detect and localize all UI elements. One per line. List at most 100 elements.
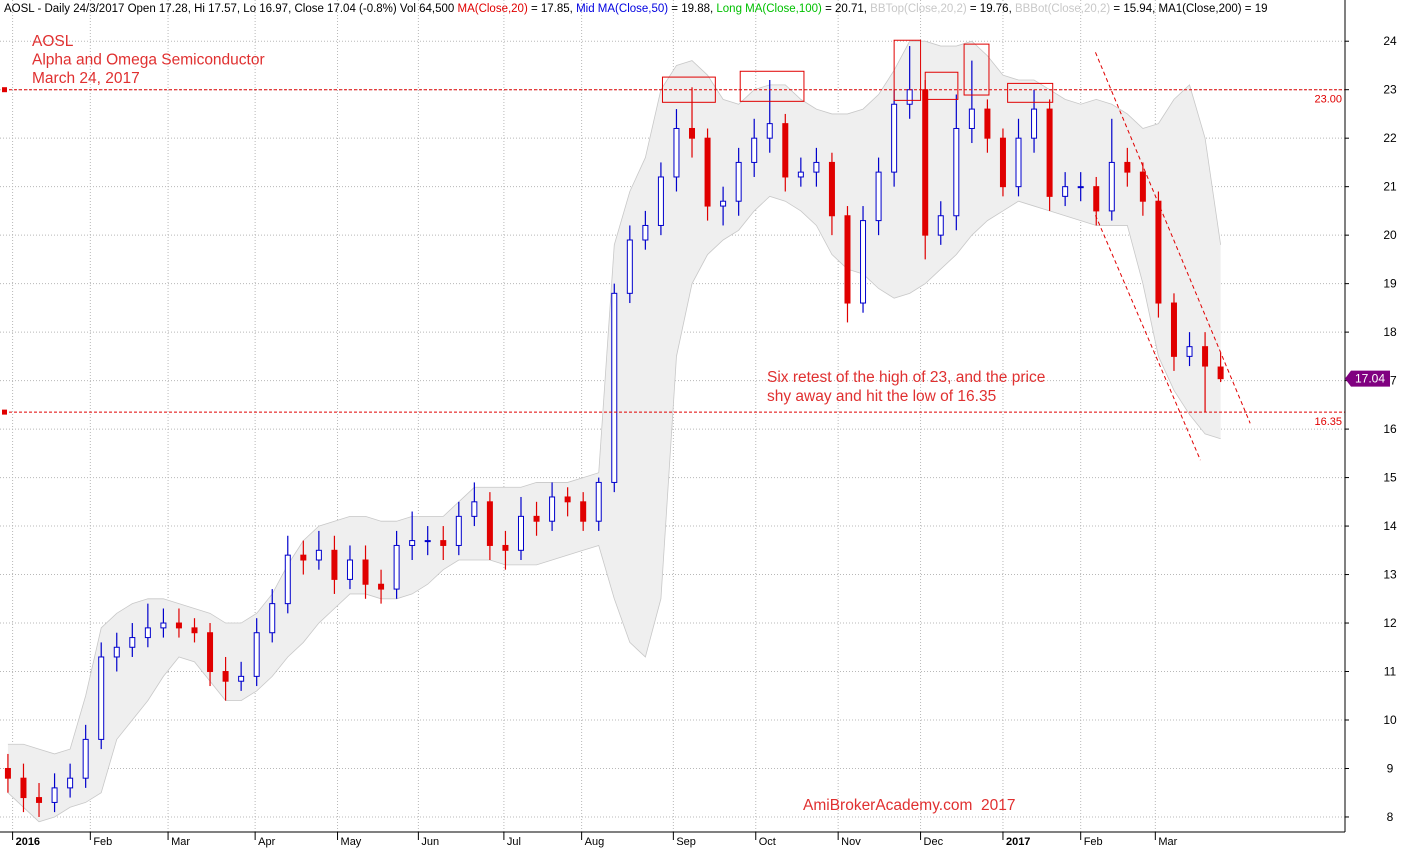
header: AOSL - Daily 24/3/2017 Open 17.28, Hi 17… <box>4 3 1267 15</box>
candle-body <box>346 559 353 580</box>
candle-body <box>517 515 524 551</box>
candle-body <box>1124 161 1131 173</box>
y-tick-label: 13 <box>1383 568 1397 582</box>
overlays: 23.00 16.35 <box>2 39 1345 461</box>
candle-body <box>564 496 571 503</box>
watermark: AmiBrokerAcademy.com 2017 <box>803 797 1016 814</box>
title-line: AOSL <box>32 33 74 50</box>
y-tick-label: 16 <box>1383 422 1397 436</box>
candle-body <box>751 137 758 163</box>
candle-body <box>906 89 913 105</box>
candle-body <box>51 787 58 803</box>
highlight-box <box>963 43 990 96</box>
candle-body <box>207 632 214 673</box>
candle-body <box>4 767 11 779</box>
candle-body <box>1108 161 1115 212</box>
candle-body <box>860 220 867 304</box>
candle-body <box>922 89 929 236</box>
header-segment: = 17.85, <box>528 3 576 15</box>
candle-body <box>704 137 711 207</box>
x-tick-label: Jun <box>421 836 439 848</box>
candle-body <box>191 627 198 634</box>
trendline <box>1095 52 1251 424</box>
level-marker <box>2 409 7 415</box>
candle-body <box>875 171 882 222</box>
candle-body <box>673 127 680 178</box>
header-segment: Long MA(Close,100) <box>716 3 822 15</box>
candle-body <box>1186 346 1193 357</box>
x-tick-label: Aug <box>585 836 605 848</box>
y-tick-label: 22 <box>1383 131 1397 145</box>
candle-body <box>766 123 773 139</box>
candle-body <box>1062 186 1069 197</box>
annotation: shy away and hit the low of 16.35 <box>767 388 996 405</box>
candle-body <box>1139 171 1146 202</box>
candle-body <box>502 544 509 551</box>
y-tick-label: 12 <box>1383 616 1397 630</box>
y-tick-label: 24 <box>1383 34 1397 48</box>
title-line: March 24, 2017 <box>32 70 140 87</box>
candle-body <box>331 549 338 580</box>
candle-body <box>129 637 136 648</box>
candle-body <box>160 622 167 629</box>
x-tick-label: Oct <box>759 836 776 848</box>
y-tick-label: 11 <box>1384 665 1397 679</box>
candle-body <box>813 161 820 173</box>
candle-body <box>1093 186 1100 212</box>
header-segment: AOSL - Daily 24/3/2017 Open 17.28, Hi 17… <box>4 3 457 15</box>
candle-body <box>253 632 260 677</box>
candle-body <box>36 797 43 803</box>
candle-body <box>1170 302 1177 357</box>
x-tick-label: Apr <box>258 836 275 848</box>
candle-body <box>315 549 322 561</box>
y-tick-label: 10 <box>1383 713 1397 727</box>
highlight-box <box>661 76 716 103</box>
candle-body <box>238 675 245 682</box>
header-segment: BBTop(Close,20,2) <box>870 3 967 15</box>
x-tick-label: Feb <box>1084 836 1103 848</box>
candle-body <box>1046 108 1053 197</box>
y-tick-label: 8 <box>1387 810 1394 824</box>
y-tick-label: 21 <box>1383 180 1397 194</box>
header-segment: Mid MA(Close,50) <box>576 3 668 15</box>
candle-body <box>455 515 462 546</box>
x-tick-label: Mar <box>1158 836 1177 848</box>
candle-body <box>362 559 369 585</box>
candle-body <box>720 200 727 207</box>
candle-body <box>67 777 74 789</box>
header-segment: = 19.76, <box>967 3 1015 15</box>
trendline <box>1095 215 1201 461</box>
highlight-box <box>893 39 922 101</box>
x-tick-label: Dec <box>924 836 944 848</box>
annotation: Six retest of the high of 23, and the pr… <box>767 369 1045 386</box>
candle-body <box>953 127 960 217</box>
candle-body <box>82 738 89 779</box>
candle-body <box>300 554 307 561</box>
last-price-label: 17.04 <box>1355 372 1385 386</box>
candle-body <box>440 540 447 546</box>
x-tick-label: 2016 <box>16 836 40 848</box>
header-segment: MA(Close,20) <box>457 3 527 15</box>
x-tick-label: Nov <box>841 836 861 848</box>
highlight-box <box>924 71 959 100</box>
header-segment: = 20.71, <box>822 3 870 15</box>
highlight-box <box>1007 82 1054 103</box>
candles <box>4 46 1224 817</box>
level-label: 16.35 <box>1314 416 1342 428</box>
header-segment: = 15.94, MA1(Close,200) = 19 <box>1110 3 1267 15</box>
candle-body <box>937 215 944 236</box>
candle-body <box>1031 108 1038 139</box>
candle-body <box>20 777 27 799</box>
candle-body <box>471 501 478 517</box>
last-price-tag <box>1345 370 1390 387</box>
x-tick-label: Mar <box>171 836 190 848</box>
candle-body <box>891 103 898 173</box>
y-tick-label: 18 <box>1383 325 1397 339</box>
candle-body <box>424 540 431 543</box>
candle-body <box>1202 346 1209 367</box>
y-tick-label: 19 <box>1383 277 1397 291</box>
candle-body <box>486 501 493 546</box>
candle-body <box>782 123 789 178</box>
